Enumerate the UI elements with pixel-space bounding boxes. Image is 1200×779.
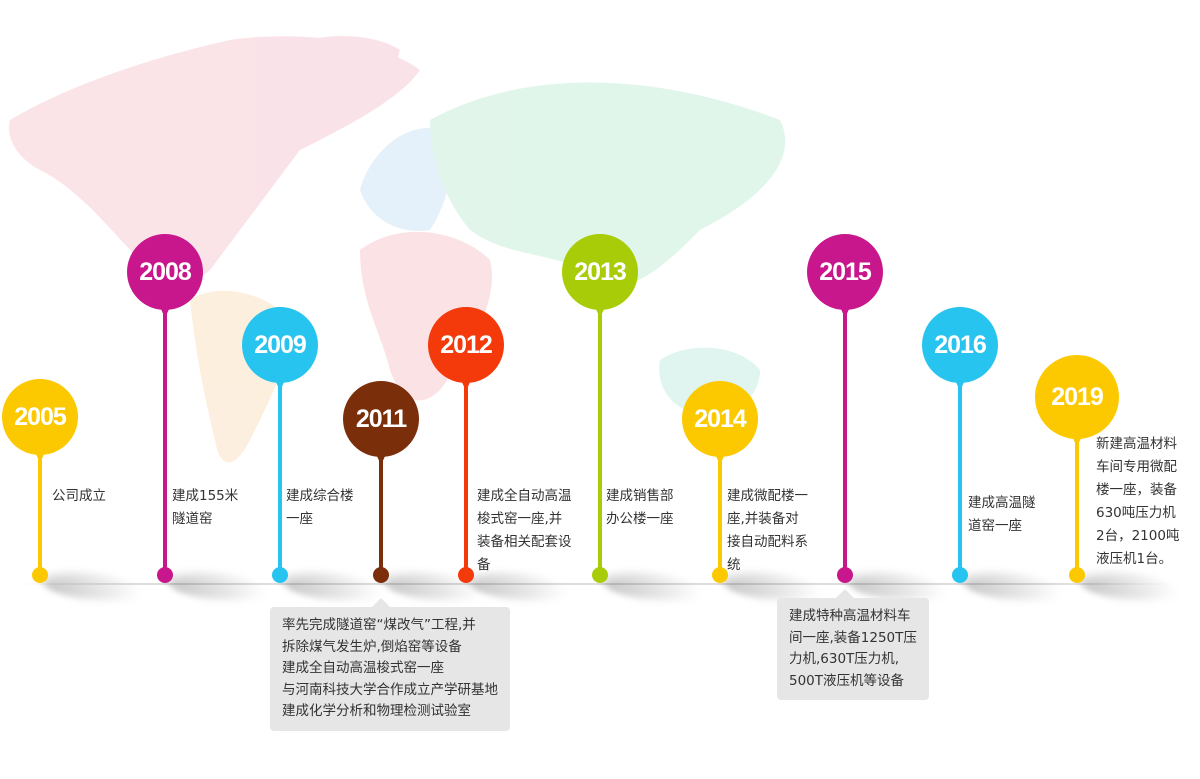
year-bubble: 2012 bbox=[428, 307, 504, 383]
milestone-description: 建成高温隧 道窑一座 bbox=[968, 495, 1036, 534]
year-bubble: 2013 bbox=[562, 234, 638, 310]
greenland-shape bbox=[270, 36, 400, 130]
pin-stem bbox=[163, 304, 167, 575]
year-bubble: 2014 bbox=[682, 381, 758, 457]
pin-drop bbox=[837, 567, 853, 583]
pin-drop bbox=[157, 567, 173, 583]
pin-drop bbox=[32, 567, 48, 583]
year-bubble: 2015 bbox=[807, 234, 883, 310]
year-bubble: 2019 bbox=[1035, 355, 1119, 439]
pin-stem bbox=[464, 377, 468, 575]
milestone-description-box: 率先完成隧道窑“煤改气”工程,并 拆除煤气发生炉,倒焰窑等设备 建成全自动高温梭… bbox=[270, 607, 510, 731]
pin-stem bbox=[843, 304, 847, 575]
pin-drop bbox=[592, 567, 608, 583]
milestone-description: 新建高温材料 车间专用微配 楼一座，装备 630吨压力机 2台，2100吨 液压… bbox=[1096, 436, 1180, 567]
pin-drop bbox=[1069, 567, 1085, 583]
box-pointer bbox=[836, 589, 854, 598]
milestone-description: 建成155米 隧道窑 bbox=[172, 488, 239, 527]
pin-drop bbox=[272, 567, 288, 583]
milestone-description: 建成销售部 办公楼一座 bbox=[606, 488, 674, 527]
timeline-baseline bbox=[20, 583, 1170, 585]
milestone-description: 建成微配楼一 座,并装备对 接自动配料系 统 bbox=[727, 488, 808, 573]
milestone-description-box: 建成特种高温材料车 间一座,装备1250T压 力机,630T压力机, 500T液… bbox=[777, 598, 929, 700]
pin-drop bbox=[712, 567, 728, 583]
asia-shape bbox=[430, 82, 786, 286]
pin-stem bbox=[38, 449, 42, 575]
pin-drop bbox=[952, 567, 968, 583]
pin-drop bbox=[458, 567, 474, 583]
pin-stem bbox=[278, 377, 282, 575]
year-bubble: 2008 bbox=[127, 234, 203, 310]
year-bubble: 2009 bbox=[242, 307, 318, 383]
milestone-description: 建成全自动高温 梭式窑一座,并 装备相关配套设 备 bbox=[477, 488, 572, 573]
milestone-description: 公司成立 bbox=[52, 488, 106, 504]
pin-stem bbox=[958, 377, 962, 575]
milestone-description: 建成综合楼 一座 bbox=[286, 488, 354, 527]
pin-stem bbox=[1075, 433, 1079, 575]
year-bubble: 2011 bbox=[343, 381, 419, 457]
pin-stem bbox=[379, 451, 383, 575]
pin-drop bbox=[373, 567, 389, 583]
year-bubble: 2016 bbox=[922, 307, 998, 383]
box-pointer bbox=[372, 598, 390, 607]
year-bubble: 2005 bbox=[2, 379, 78, 455]
pin-stem bbox=[718, 451, 722, 575]
europe-shape bbox=[360, 128, 451, 231]
pin-stem bbox=[598, 304, 602, 575]
